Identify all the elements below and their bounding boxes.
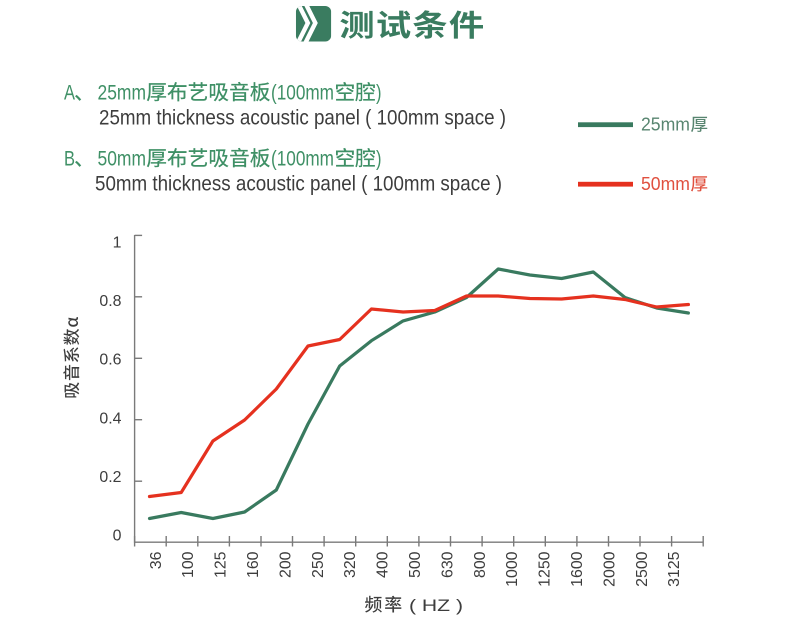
svg-text:36: 36 (148, 551, 165, 569)
svg-text:(100mm: (100mm (271, 148, 334, 171)
svg-text:25mm thickness acoustic panel: 25mm thickness acoustic panel ( 100mm sp… (99, 106, 506, 130)
svg-text:0.2: 0.2 (99, 469, 121, 486)
svg-text:1600: 1600 (569, 551, 586, 587)
svg-text:B: B (64, 148, 75, 171)
svg-text:0.8: 0.8 (99, 293, 121, 310)
svg-text:0.6: 0.6 (99, 352, 121, 369)
svg-text:100: 100 (180, 551, 197, 578)
svg-text:(100mm: (100mm (271, 82, 334, 105)
svg-text:200: 200 (277, 551, 294, 578)
svg-text:50mm thickness acoustic panel: 50mm thickness acoustic panel ( 100mm sp… (95, 172, 502, 196)
svg-text:800: 800 (472, 551, 489, 578)
svg-text:0.4: 0.4 (99, 410, 121, 427)
svg-text:2500: 2500 (634, 551, 651, 587)
svg-text:630: 630 (439, 551, 456, 578)
svg-text:50mm: 50mm (98, 148, 147, 171)
svg-text:250: 250 (310, 551, 327, 578)
svg-text:A: A (64, 82, 75, 105)
svg-text:25mm: 25mm (641, 114, 690, 135)
svg-text:): ) (376, 82, 382, 105)
svg-text:( HZ ): ( HZ ) (409, 597, 463, 615)
svg-text:1000: 1000 (504, 551, 521, 587)
svg-text:1: 1 (113, 234, 122, 251)
svg-text:2000: 2000 (601, 551, 618, 587)
svg-text:50mm: 50mm (641, 173, 690, 194)
svg-text:0: 0 (113, 528, 122, 545)
svg-text:160: 160 (245, 551, 262, 578)
svg-text:1250: 1250 (537, 551, 554, 587)
svg-text:125: 125 (213, 551, 230, 578)
svg-text:400: 400 (375, 551, 392, 578)
svg-text:25mm: 25mm (98, 82, 147, 105)
svg-text:3125: 3125 (666, 551, 683, 587)
svg-text:500: 500 (407, 551, 424, 578)
svg-text:): ) (376, 148, 382, 171)
svg-text:320: 320 (342, 551, 359, 578)
